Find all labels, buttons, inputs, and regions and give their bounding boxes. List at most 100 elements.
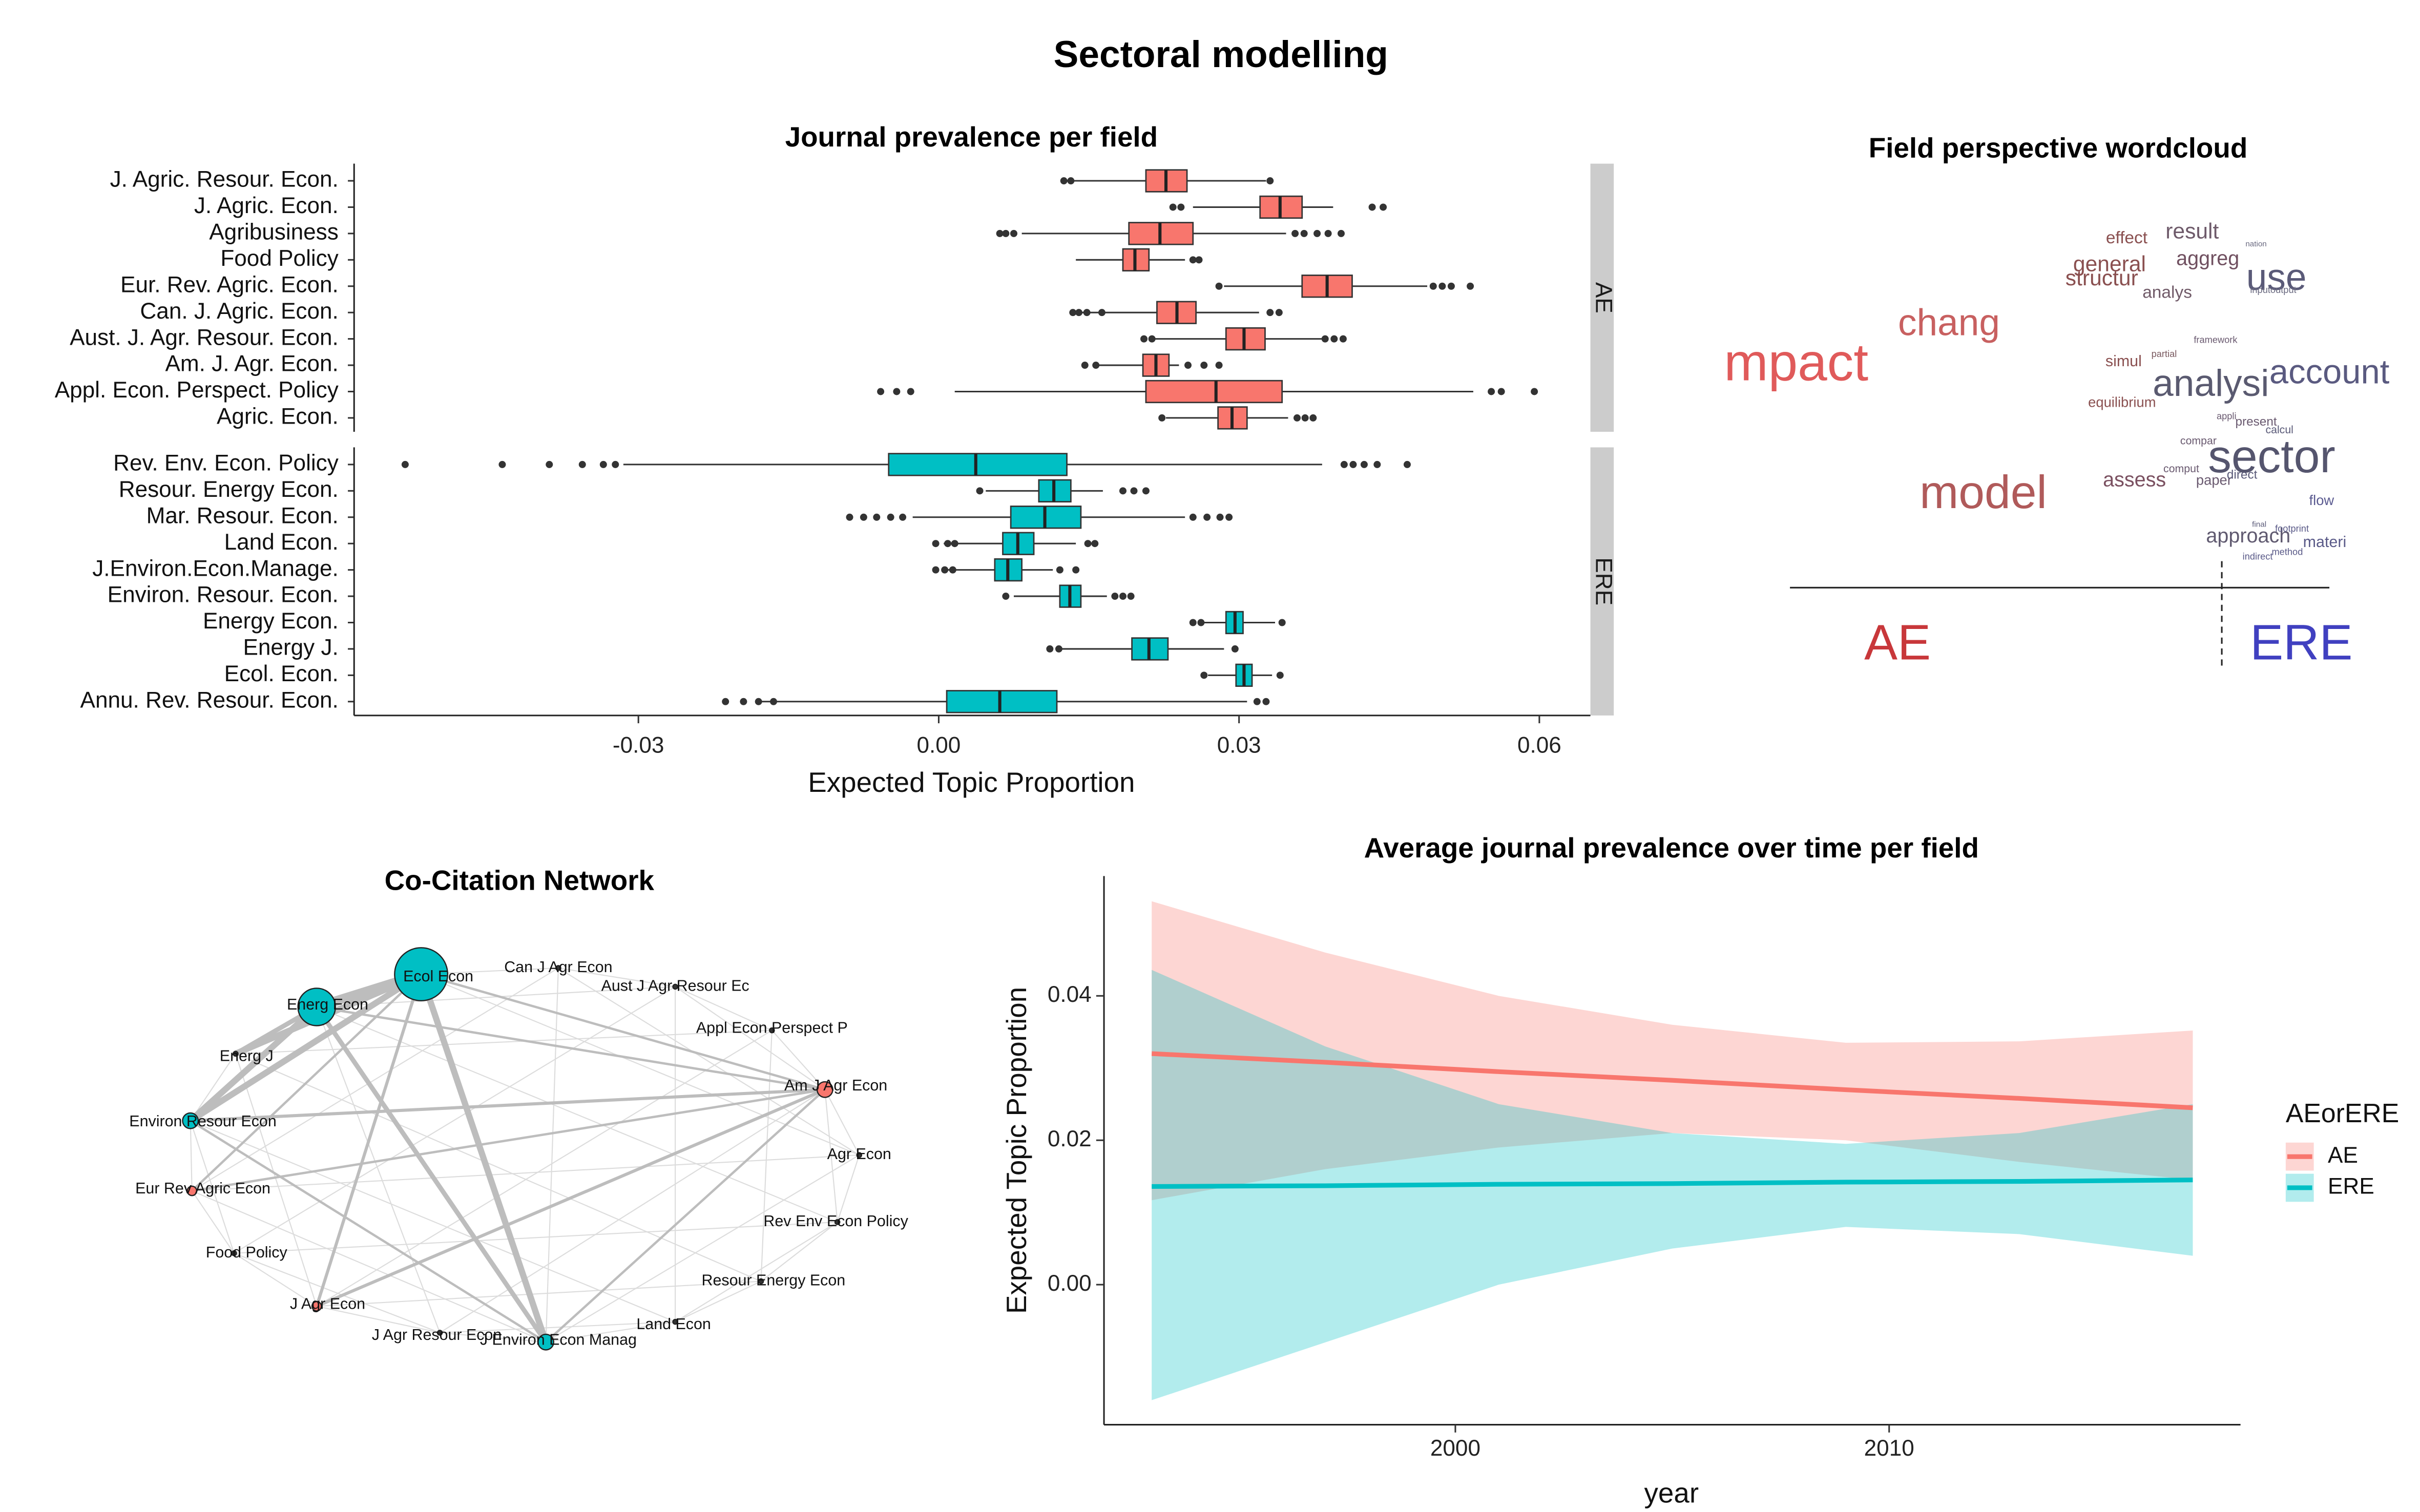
- word: effect: [2106, 228, 2148, 247]
- confidence-band: [1152, 901, 2193, 1201]
- x-axis-label: year: [1644, 1477, 1699, 1509]
- edge-strong: [315, 974, 423, 1307]
- word: indirect: [2243, 551, 2273, 562]
- outlier: [932, 566, 940, 574]
- word: chang: [1898, 302, 2000, 343]
- outlier: [941, 566, 949, 574]
- y-tick-label: J. Agric. Resour. Econ.: [110, 167, 339, 192]
- edge: [235, 1030, 772, 1055]
- word: method: [2271, 546, 2303, 557]
- outlier: [1339, 335, 1347, 343]
- y-tick-label: Agribusiness: [209, 220, 339, 245]
- node-label: Land Econ: [636, 1315, 711, 1333]
- outlier: [740, 698, 747, 705]
- node-label: Resour Energy Econ: [702, 1272, 846, 1289]
- outlier: [944, 540, 952, 548]
- node: [672, 983, 678, 990]
- edge-strong: [316, 1088, 826, 1308]
- edge: [760, 1222, 838, 1282]
- outlier: [1531, 388, 1538, 395]
- edge-strong: [190, 1120, 547, 1343]
- node: [311, 1300, 322, 1312]
- outlier: [1169, 203, 1177, 211]
- node-label: Am J Agr Econ: [784, 1077, 887, 1094]
- outlier: [1091, 540, 1099, 548]
- outlier: [1488, 388, 1495, 395]
- edge-strong: [191, 973, 422, 1192]
- outlier: [1231, 645, 1239, 653]
- outlier: [1360, 460, 1368, 468]
- outlier: [1056, 566, 1063, 574]
- node-label: Rev Env Econ Policy: [763, 1212, 908, 1230]
- outlier: [893, 388, 901, 395]
- node-label: Aust J Agr Resour Ec: [601, 977, 749, 994]
- outlier: [1177, 203, 1185, 211]
- node: [834, 1219, 841, 1225]
- outlier: [1253, 698, 1261, 705]
- edge: [837, 1154, 860, 1223]
- outlier: [1075, 309, 1083, 317]
- outlier: [887, 513, 894, 521]
- edge: [235, 1053, 761, 1282]
- node: [758, 1278, 764, 1285]
- outlier: [1324, 229, 1332, 237]
- outlier: [1197, 619, 1205, 626]
- word: general: [2073, 252, 2146, 277]
- facet-label: ERE: [1591, 557, 1617, 605]
- panel-title: Field perspective wordcloud: [1869, 132, 2248, 163]
- outlier: [1067, 177, 1075, 185]
- x-tick-label: 0.00: [917, 732, 961, 758]
- outlier: [1130, 487, 1138, 495]
- edge: [192, 967, 559, 1191]
- word: approach: [2206, 524, 2290, 547]
- y-tick-label: 0.00: [1048, 1271, 1092, 1296]
- edge: [771, 1030, 826, 1090]
- y-tick-label: 0.02: [1048, 1126, 1092, 1151]
- outlier: [1098, 309, 1105, 317]
- node: [856, 1152, 863, 1158]
- x-tick-label: 2000: [1430, 1436, 1480, 1461]
- y-tick-label: Ecol. Econ.: [224, 661, 339, 686]
- outlier: [1010, 229, 1017, 237]
- edge: [190, 1053, 236, 1121]
- y-tick-label: Am. J. Agr. Econ.: [165, 351, 338, 376]
- word: analysi: [2153, 363, 2269, 404]
- edge: [558, 967, 860, 1156]
- word: comput: [2163, 463, 2199, 475]
- outlier: [1203, 513, 1211, 521]
- y-tick-label: J.Environ.Econ.Manage.: [92, 556, 339, 581]
- outlier: [1368, 203, 1376, 211]
- outlier: [873, 513, 881, 521]
- edge: [675, 1222, 838, 1322]
- outlier: [1467, 282, 1474, 290]
- box: [946, 690, 1058, 713]
- outlier: [498, 460, 506, 468]
- y-tick-label: Rev. Env. Econ. Policy: [113, 451, 339, 476]
- outlier: [1215, 282, 1223, 290]
- edge: [675, 986, 825, 1090]
- edge: [316, 1306, 440, 1334]
- node: [186, 1185, 198, 1196]
- outlier: [722, 698, 729, 705]
- outlier: [1301, 414, 1309, 422]
- outlier: [932, 540, 940, 548]
- outlier: [1092, 362, 1100, 369]
- edge-strong: [315, 1005, 548, 1343]
- node-label: J Agr Resour Econ: [372, 1326, 502, 1343]
- facet-strip: [1590, 447, 1614, 716]
- outlier: [1111, 593, 1119, 600]
- outlier: [907, 388, 914, 395]
- word: assess: [2103, 469, 2166, 491]
- y-tick-label: Food Policy: [220, 246, 338, 271]
- word: calcul: [2265, 424, 2293, 436]
- node-label: Food Policy: [206, 1244, 288, 1261]
- box: [888, 453, 1068, 476]
- outlier: [1046, 645, 1054, 653]
- outlier: [578, 460, 586, 468]
- y-tick-label: Annu. Rev. Resour. Econ.: [80, 687, 339, 712]
- edge-strong: [192, 1088, 825, 1192]
- y-tick-label: Can. J. Agric. Econ.: [140, 299, 338, 324]
- outlier: [1497, 388, 1505, 395]
- word: mpact: [1724, 332, 1868, 392]
